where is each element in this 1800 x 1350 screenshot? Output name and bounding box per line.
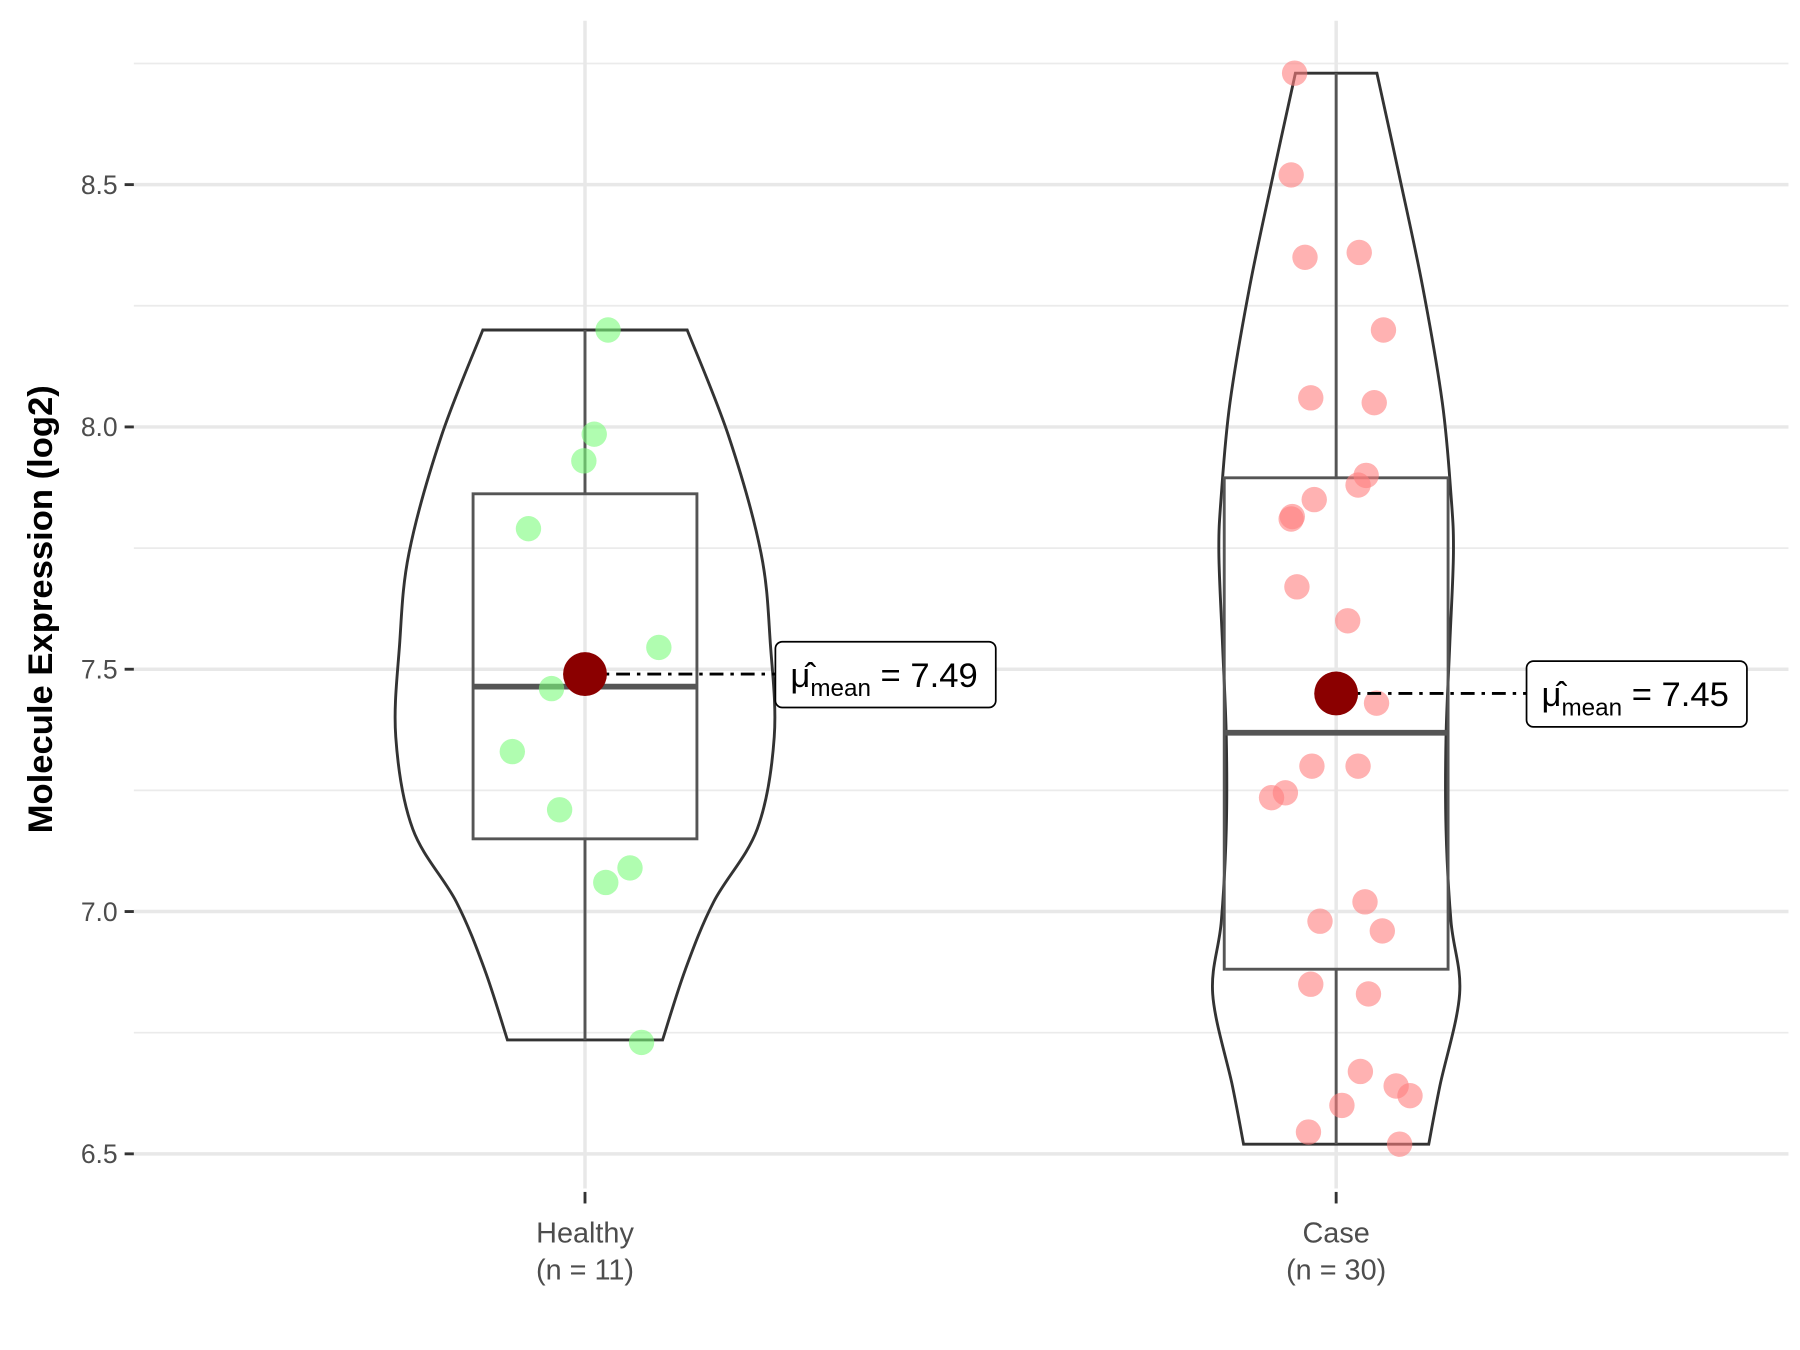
x-tick-sublabel: (n = 11): [536, 1255, 634, 1287]
mean-label: μ̂mean = 7.45: [1542, 676, 1729, 721]
x-tick-label: Healthy: [536, 1218, 634, 1250]
data-point: [571, 448, 597, 474]
data-point: [646, 634, 672, 661]
y-axis-label: Molecule Expression (log2): [22, 385, 60, 833]
data-point: [1281, 60, 1308, 86]
y-tick-label: 8.5: [81, 170, 118, 200]
data-point: [1307, 908, 1333, 934]
data-point: [1347, 1058, 1374, 1085]
mean-label-box: [1525, 660, 1748, 728]
x-tick-sublabel: (n = 30): [1286, 1255, 1386, 1287]
data-point: [581, 421, 607, 447]
data-point: [1298, 385, 1324, 411]
box: [1222, 476, 1450, 971]
data-point: [1363, 690, 1390, 716]
data-point: [1299, 753, 1325, 779]
data-point: [617, 855, 643, 881]
data-point: [1258, 784, 1285, 811]
data-point: [1361, 390, 1387, 416]
data-point: [1295, 1119, 1322, 1145]
data-point: [1386, 1131, 1413, 1157]
data-point: [1369, 918, 1395, 944]
data-point: [1279, 503, 1305, 530]
y-tick-label: 7.5: [81, 654, 118, 684]
data-point: [538, 675, 565, 702]
data-point: [1345, 472, 1371, 498]
data-point: [1329, 1092, 1355, 1119]
data-point: [1284, 574, 1310, 600]
data-point: [1345, 753, 1371, 779]
data-point: [1298, 971, 1324, 997]
data-point: [1352, 889, 1378, 915]
y-tick-label: 7.0: [81, 897, 118, 927]
data-point: [1346, 239, 1372, 266]
data-point: [1292, 244, 1318, 270]
data-point: [628, 1029, 655, 1056]
data-point: [515, 516, 542, 542]
data-point: [1278, 162, 1304, 188]
violin-outline: [393, 328, 777, 1042]
violin-outline: [1210, 71, 1462, 1146]
data-point: [499, 738, 525, 765]
mean-point: [1314, 671, 1359, 716]
mean-point: [563, 652, 607, 696]
data-point: [1397, 1083, 1423, 1109]
mean-label-box: [774, 640, 997, 709]
x-axis: Healthy (n = 11) Case (n = 30): [536, 1191, 1386, 1287]
y-tick-label: 6.5: [81, 1139, 118, 1169]
data-point: [1301, 486, 1327, 513]
data-point: [595, 317, 621, 343]
group-healthy: μ̂mean = 7.49: [393, 317, 997, 1056]
data-point: [593, 869, 619, 896]
data-point: [1335, 608, 1361, 634]
gridlines: [133, 20, 1789, 1189]
group-case: μ̂mean = 7.45: [1210, 60, 1748, 1157]
box: [471, 492, 699, 841]
groups: μ̂mean = 7.49 μ̂mean = 7.45: [393, 60, 1748, 1157]
x-tick-label: Case: [1302, 1218, 1369, 1250]
data-point: [546, 797, 573, 823]
data-point: [1355, 981, 1382, 1007]
y-tick-label: 8.0: [81, 412, 118, 442]
data-point: [1370, 317, 1397, 343]
y-axis: 6.5 7.0 7.5 8.0 8.5: [81, 170, 134, 1169]
